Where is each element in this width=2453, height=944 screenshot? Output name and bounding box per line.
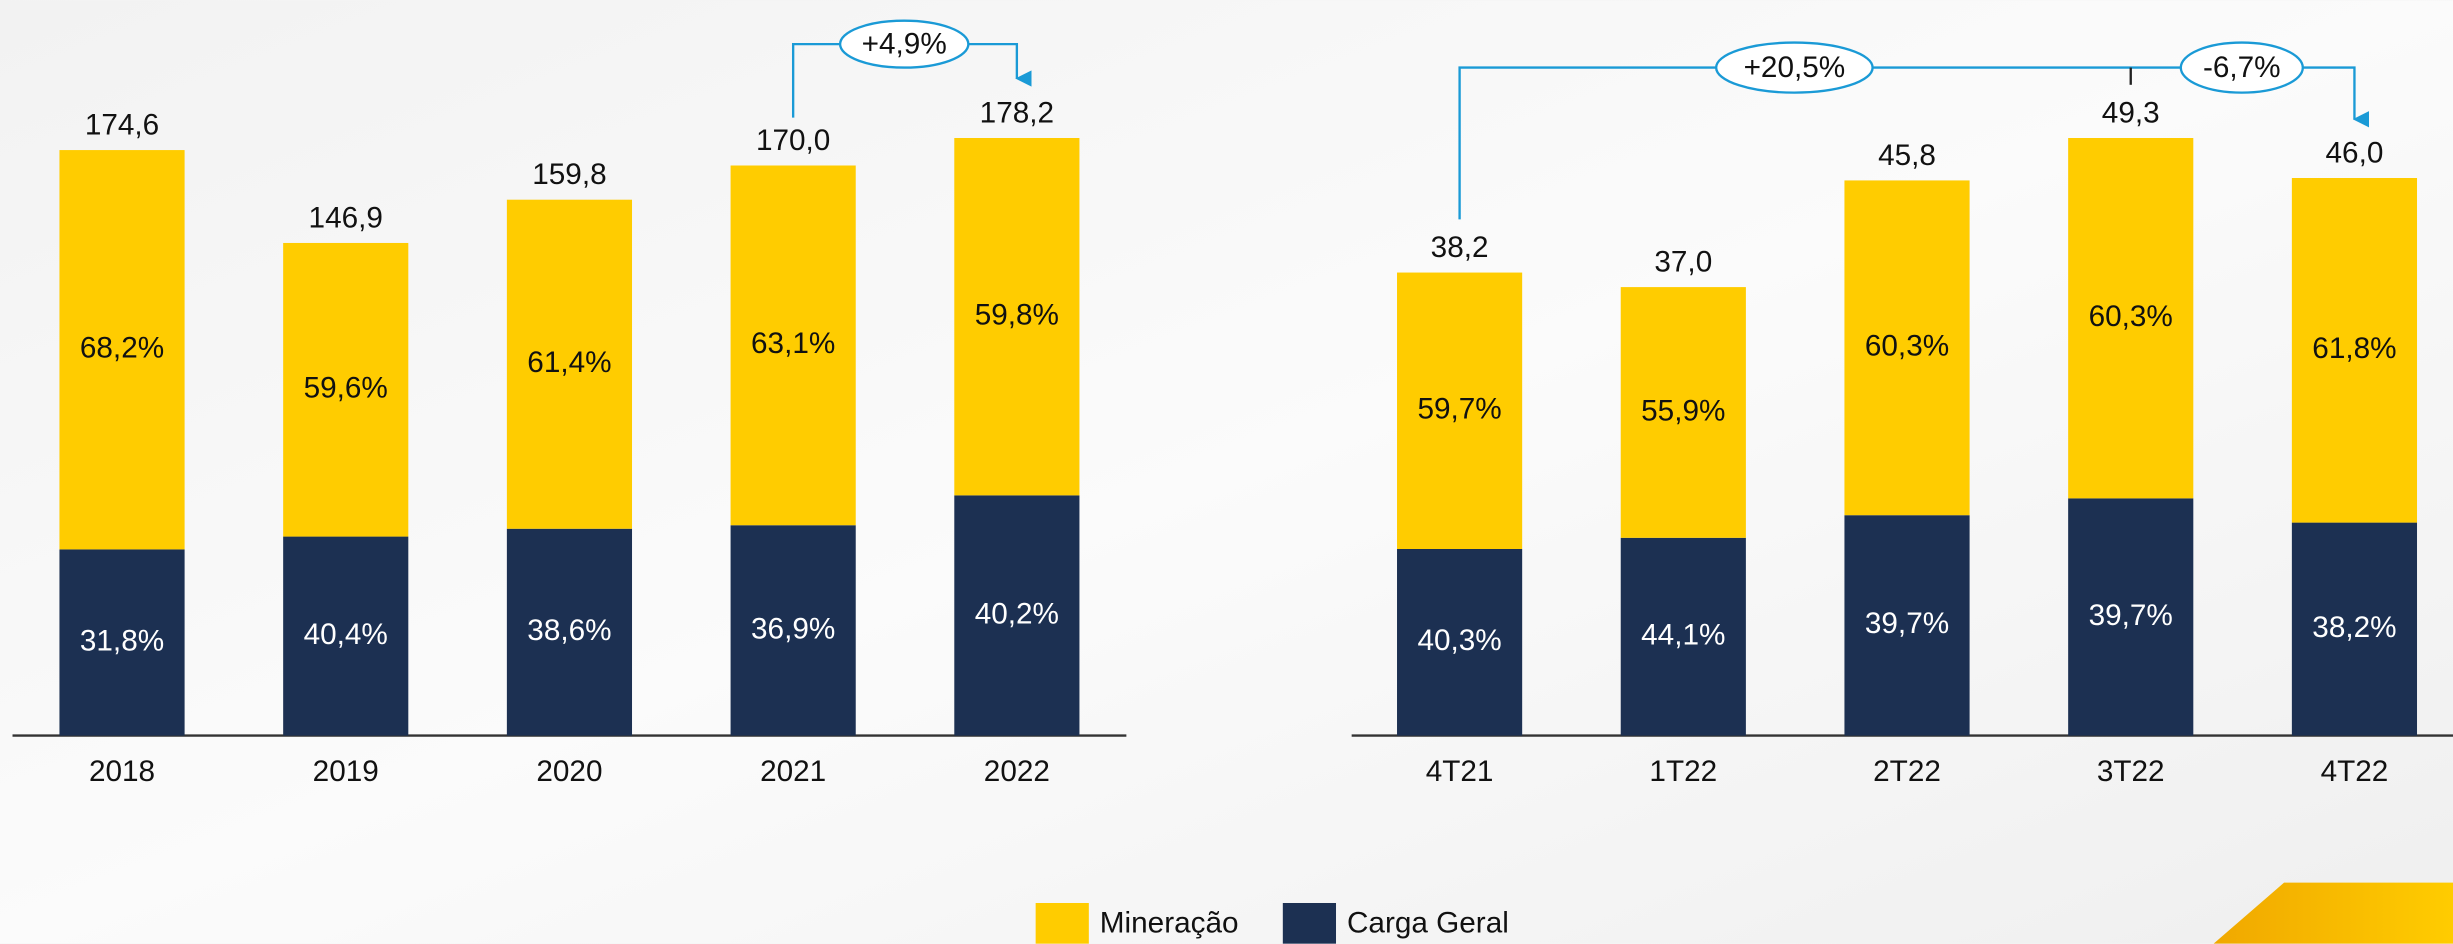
bar-segment: [1397, 548, 1523, 736]
segment-label: 36,9%: [751, 612, 835, 645]
annotation: +4,9%: [862, 28, 947, 61]
total-label: 170,0: [756, 124, 830, 157]
segment-label: 40,3%: [1417, 624, 1501, 657]
total-label: 49,3: [2102, 96, 2160, 129]
bar-segment: [283, 536, 409, 736]
segment-label: 60,3%: [2089, 300, 2173, 333]
legend-swatch: [1282, 902, 1337, 944]
legend-label: Carga Geral: [1347, 907, 1509, 940]
bar-segment: [283, 242, 409, 537]
bar-segment: [506, 199, 633, 529]
segment-label: 60,3%: [1865, 330, 1949, 363]
x-tick-label: 2021: [760, 755, 826, 788]
segment-label: 39,7%: [1865, 607, 1949, 640]
bar-segment: [2068, 137, 2194, 499]
segment-label: 39,7%: [2089, 599, 2173, 632]
annotation: -6,7%: [2203, 51, 2281, 84]
segment-label: 59,7%: [1417, 393, 1501, 426]
bar-segment: [1620, 537, 1746, 736]
annotation-bubble: [2179, 41, 2304, 94]
bar-segment: [954, 495, 1080, 736]
bar-segment: [1620, 287, 1746, 538]
connector: [1458, 66, 2370, 220]
legend: Mineração Carga Geral: [1035, 902, 1509, 944]
corner-decoration: [2213, 882, 2453, 944]
bar-segment: [59, 549, 185, 736]
legend-swatch: [1035, 902, 1089, 944]
segment-label: 63,1%: [751, 327, 835, 360]
segment-label: 61,4%: [527, 346, 611, 379]
total-label: 159,8: [532, 158, 606, 191]
annotation-bubble: [1714, 41, 1874, 94]
segment-label: 61,8%: [2312, 332, 2396, 365]
bar-segment: [730, 165, 856, 526]
annotation: +20,5%: [1744, 51, 1846, 84]
x-tick-label: 2018: [89, 755, 155, 788]
bar-segment: [2291, 177, 2418, 523]
annotation-bubble: [838, 19, 970, 69]
x-tick-label: 2022: [984, 755, 1050, 788]
legend-label: Mineração: [1100, 907, 1239, 940]
segment-label: 44,1%: [1641, 619, 1725, 652]
annotation-bubbles: +4,9% +20,5% -6,7%: [838, 19, 2304, 94]
total-label: 38,2: [1431, 231, 1489, 264]
segment-label: 59,8%: [975, 299, 1059, 332]
x-tick-label: 2019: [313, 755, 379, 788]
segment-label: 68,2%: [80, 332, 164, 365]
segment-label: 40,4%: [304, 618, 388, 651]
total-label: 45,8: [1878, 139, 1936, 172]
total-label: 174,6: [85, 108, 159, 141]
bar-segment: [1844, 180, 1970, 516]
segment-label: 55,9%: [1641, 394, 1725, 427]
segment-label: 59,6%: [304, 372, 388, 405]
x-tick-label: 4T21: [1426, 755, 1494, 788]
total-label: 146,9: [309, 201, 383, 234]
total-label: 178,2: [980, 96, 1054, 129]
bar-segment: [2291, 522, 2418, 736]
segment-label: 40,2%: [975, 597, 1059, 630]
segment-label: 38,6%: [527, 614, 611, 647]
x-tick-label: 4T22: [2321, 755, 2389, 788]
bar-segment: [2068, 498, 2194, 736]
bar-segment: [954, 137, 1080, 496]
total-label: 37,0: [1654, 245, 1712, 278]
bar-segment: [506, 528, 633, 736]
segment-label: 31,8%: [80, 624, 164, 657]
segment-label: 38,2%: [2312, 611, 2396, 644]
bar-segment: [59, 150, 185, 550]
bar-segment: [730, 525, 856, 736]
x-tick-label: 3T22: [2097, 755, 2165, 788]
x-tick-label: 2020: [536, 755, 602, 788]
total-label: 46,0: [2326, 136, 2384, 169]
bar-segment: [1397, 272, 1523, 549]
x-tick-label: 2T22: [1873, 755, 1941, 788]
bar-segment: [1844, 515, 1970, 736]
x-tick-label: 1T22: [1649, 755, 1717, 788]
